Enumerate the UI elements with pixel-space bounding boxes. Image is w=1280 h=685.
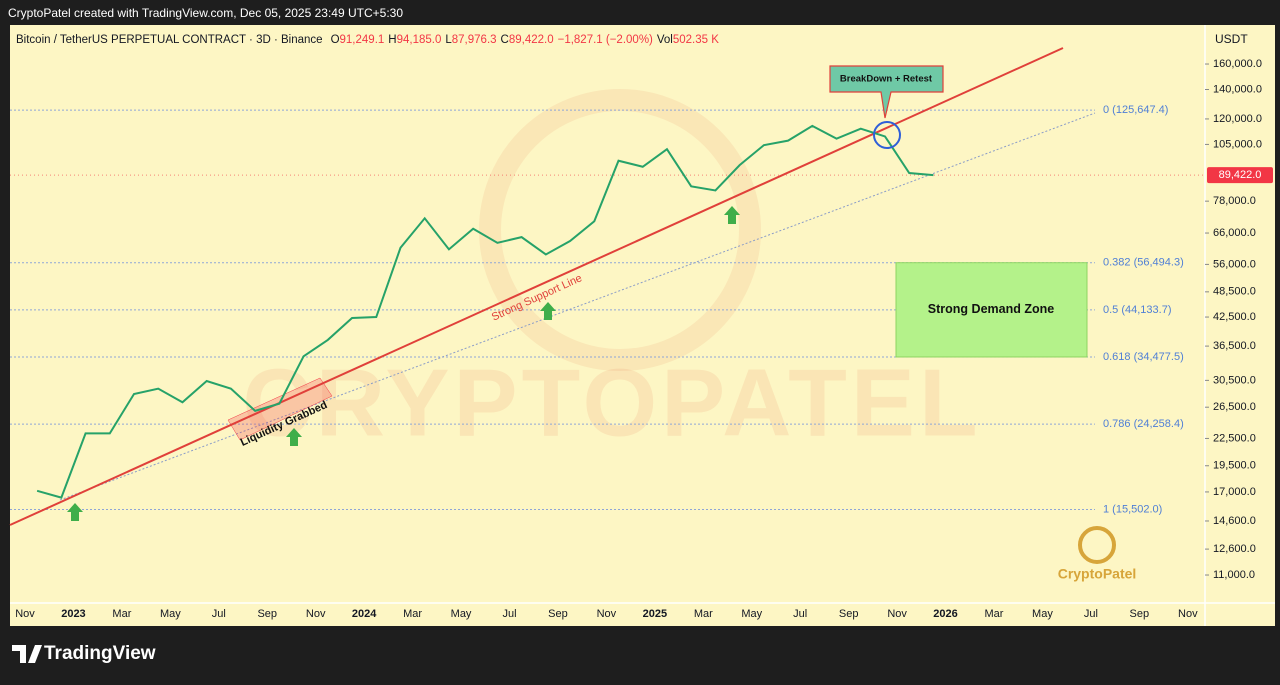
x-tick-label: Nov <box>1178 608 1198 620</box>
x-tick-label: 2024 <box>352 608 377 620</box>
watermark: CRYPTOPATEL <box>242 349 981 456</box>
parallel-line <box>59 112 1096 501</box>
y-tick-label: 160,000.0 <box>1213 58 1262 70</box>
footer: TradingView <box>44 643 156 664</box>
fib-label: 0.5 (44,133.7) <box>1103 304 1172 316</box>
demand-zone <box>895 262 1088 358</box>
callout-box <box>829 65 944 119</box>
y-tick-label: 56,000.0 <box>1213 258 1256 270</box>
support-line <box>9 47 1064 526</box>
legend-key: C <box>501 34 509 46</box>
tv-logo <box>12 645 42 663</box>
y-tick-label: 48,500.0 <box>1213 286 1256 298</box>
currency: USDT <box>1215 32 1248 46</box>
x-tick-label: Jul <box>212 608 226 620</box>
demand-zone-label: Strong Demand Zone <box>928 302 1054 316</box>
legend-title: Bitcoin / TetherUS PERPETUAL CONTRACT · … <box>16 34 323 46</box>
legend-value: 502.35 K <box>673 34 719 46</box>
y-tick-label: 78,000.0 <box>1213 195 1256 207</box>
legend-key: H <box>388 34 396 46</box>
x-tick-label: Jul <box>793 608 807 620</box>
up-arrow <box>286 428 302 446</box>
x-tick-label: 2026 <box>933 608 957 620</box>
x-tick-label: Mar <box>403 608 422 620</box>
y-tick-label: 120,000.0 <box>1213 113 1262 125</box>
y-tick-label: 66,000.0 <box>1213 227 1256 239</box>
y-tick-label: 17,000.0 <box>1213 486 1256 498</box>
up-arrow <box>724 206 740 224</box>
y-tick-label: 12,600.0 <box>1213 543 1256 555</box>
y-tick-label: 26,500.0 <box>1213 401 1256 413</box>
logo-text: CryptoPatel <box>1058 566 1137 582</box>
arrows <box>67 206 740 521</box>
y-tick-label: 105,000.0 <box>1213 138 1262 150</box>
x-tick-label: Nov <box>306 608 326 620</box>
x-tick-label: Mar <box>985 608 1004 620</box>
y-tick-label: 22,500.0 <box>1213 432 1256 444</box>
x-tick-label: Mar <box>112 608 131 620</box>
retest-circle <box>873 121 901 149</box>
fib-label: 0.618 (34,477.5) <box>1103 351 1184 363</box>
x-tick-label: 2025 <box>643 608 667 620</box>
fib-label: 0.382 (56,494.3) <box>1103 257 1184 269</box>
x-tick-label: May <box>160 608 181 620</box>
x-tick-label: Sep <box>1130 608 1150 620</box>
up-arrow <box>540 302 556 320</box>
legend-value: 89,422.0 <box>509 34 554 46</box>
up-arrow <box>67 503 83 521</box>
x-tick-label: Nov <box>887 608 907 620</box>
header: CryptoPatel created with TradingView.com… <box>8 6 403 20</box>
legend-value: 87,976.3 <box>452 34 497 46</box>
x-tick-label: Jul <box>1084 608 1098 620</box>
liquidity-band <box>227 377 333 441</box>
x-tick-label: Nov <box>597 608 617 620</box>
last-price-tag <box>1207 167 1273 184</box>
x-tick-label: May <box>451 608 472 620</box>
fib-label: 0.786 (24,258.4) <box>1103 418 1184 430</box>
watermark-ring <box>479 89 761 371</box>
x-tick-label: May <box>741 608 762 620</box>
x-tick-label: May <box>1032 608 1053 620</box>
legend-change: −1,827.1 (−2.00%) <box>558 34 653 46</box>
x-tick-label: 2023 <box>61 608 85 620</box>
y-tick-label: 11,000.0 <box>1213 569 1255 581</box>
legend-key: L <box>445 34 452 46</box>
legend-key: Vol <box>657 34 673 46</box>
legend-key: O <box>331 34 340 46</box>
y-tick-label: 42,500.0 <box>1213 311 1256 323</box>
legend-value: 94,185.0 <box>397 34 442 46</box>
y-tick-label: 30,500.0 <box>1213 374 1256 386</box>
callout-label: BreakDown + Retest <box>840 74 933 85</box>
x-tick-label: Sep <box>839 608 859 620</box>
x-tick-label: Sep <box>257 608 277 620</box>
x-tick-label: Mar <box>694 608 713 620</box>
legend-value: 91,249.1 <box>340 34 385 46</box>
y-tick-label: 19,500.0 <box>1213 460 1256 472</box>
y-tick-label: 140,000.0 <box>1213 83 1262 95</box>
last-price-label: 89,422.0 <box>1219 169 1262 181</box>
y-tick-label: 14,600.0 <box>1213 515 1256 527</box>
x-tick-label: Nov <box>15 608 35 620</box>
fib-label: 1 (15,502.0) <box>1103 503 1162 515</box>
logo-icon <box>1078 526 1116 564</box>
price-line <box>36 124 934 499</box>
x-tick-label: Sep <box>548 608 568 620</box>
y-tick-label: 36,500.0 <box>1213 340 1256 352</box>
x-tick-label: Jul <box>502 608 516 620</box>
legend: Bitcoin / TetherUS PERPETUAL CONTRACT · … <box>16 34 719 46</box>
fib-label: 0 (125,647.4) <box>1103 104 1168 116</box>
